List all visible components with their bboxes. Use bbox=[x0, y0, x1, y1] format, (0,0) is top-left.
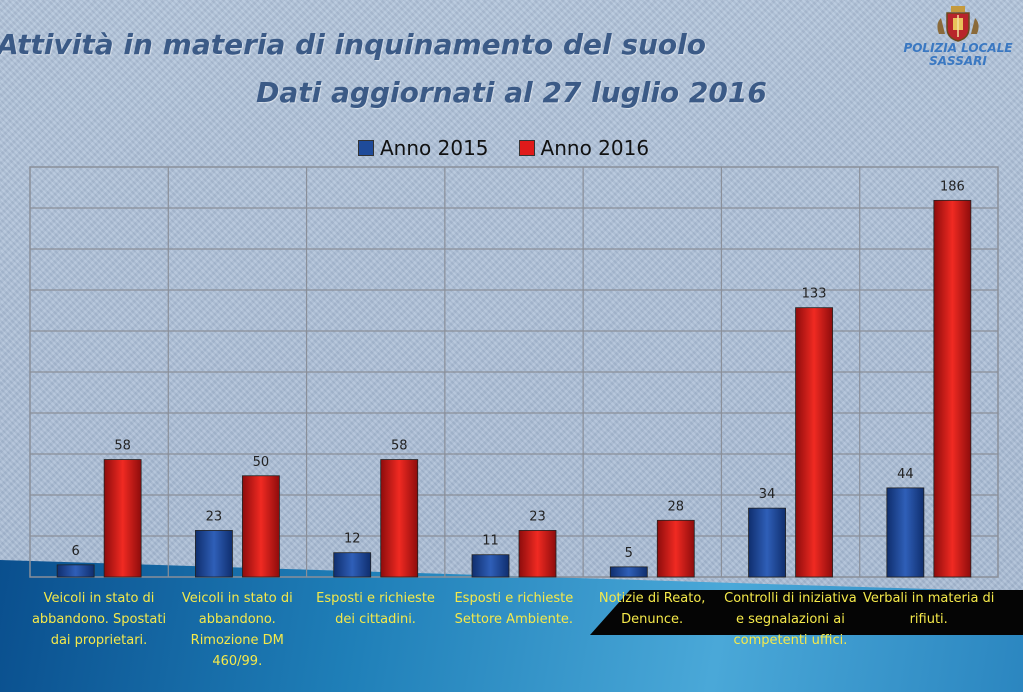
data-label: 23 bbox=[206, 509, 223, 524]
data-label: 133 bbox=[802, 287, 827, 302]
bar-2016 bbox=[656, 519, 695, 578]
data-label: 34 bbox=[759, 487, 776, 502]
legend-swatch-2015 bbox=[358, 140, 374, 156]
bar-2016 bbox=[518, 530, 557, 578]
logo-text-line2: SASSARI bbox=[929, 54, 987, 68]
legend-swatch-2016 bbox=[518, 140, 535, 156]
logo-text-line1: POLIZIA LOCALE bbox=[903, 41, 1013, 55]
coat-of-arms-icon bbox=[933, 4, 983, 42]
bar-2016 bbox=[103, 459, 142, 578]
category-label: Verbali in materia di rifiuti. bbox=[862, 591, 995, 627]
bar-2015 bbox=[195, 530, 233, 578]
data-label: 6 bbox=[72, 544, 80, 559]
category-label: Veicoli in stato di abbandono. Spostati … bbox=[31, 591, 167, 648]
bar-2016 bbox=[380, 459, 419, 578]
legend: Anno 2015 Anno 2016 bbox=[358, 134, 679, 162]
bar-2015 bbox=[471, 554, 510, 578]
legend-item-2016: Anno 2016 bbox=[518, 136, 650, 160]
bar-2015 bbox=[748, 507, 786, 578]
data-label: 23 bbox=[529, 509, 546, 524]
data-label: 58 bbox=[391, 439, 408, 454]
data-label: 12 bbox=[344, 532, 361, 547]
category-label: Esposti e richieste Settore Ambiente. bbox=[454, 591, 574, 627]
bar-2016 bbox=[795, 307, 833, 578]
bar-2016 bbox=[933, 199, 972, 578]
data-label: 186 bbox=[940, 179, 965, 194]
legend-item-2015: Anno 2015 bbox=[358, 136, 489, 160]
category-label: Notizie di Reato, Denunce. bbox=[598, 591, 706, 627]
police-logo: POLIZIA LOCALE SASSARI bbox=[898, 4, 1018, 76]
chart-subtitle: Dati aggiornati al 27 luglio 2016 bbox=[256, 76, 767, 109]
data-label: 28 bbox=[668, 499, 685, 514]
data-label: 58 bbox=[114, 439, 131, 454]
bar-2015 bbox=[333, 552, 372, 578]
category-label: Esposti e richieste dei cittadini. bbox=[316, 591, 435, 627]
bar-2015 bbox=[609, 566, 648, 578]
data-label: 5 bbox=[625, 546, 633, 561]
legend-label-2015: Anno 2015 bbox=[380, 136, 489, 160]
bar-2015 bbox=[886, 487, 925, 578]
legend-label-2016: Anno 2016 bbox=[540, 136, 650, 160]
data-label: 11 bbox=[482, 534, 499, 549]
bar-2016 bbox=[242, 475, 280, 578]
category-label: Veicoli in stato di abbandono. Rimozione… bbox=[181, 591, 293, 669]
chart-title: Attività in materia di inquinamento del … bbox=[0, 28, 706, 61]
data-label: 50 bbox=[253, 455, 270, 470]
category-label: Controlli di iniziativa e segnalazioni a… bbox=[724, 591, 857, 648]
dark-stripe bbox=[590, 590, 1023, 635]
bar-2015 bbox=[56, 564, 95, 578]
data-label: 44 bbox=[897, 467, 914, 482]
